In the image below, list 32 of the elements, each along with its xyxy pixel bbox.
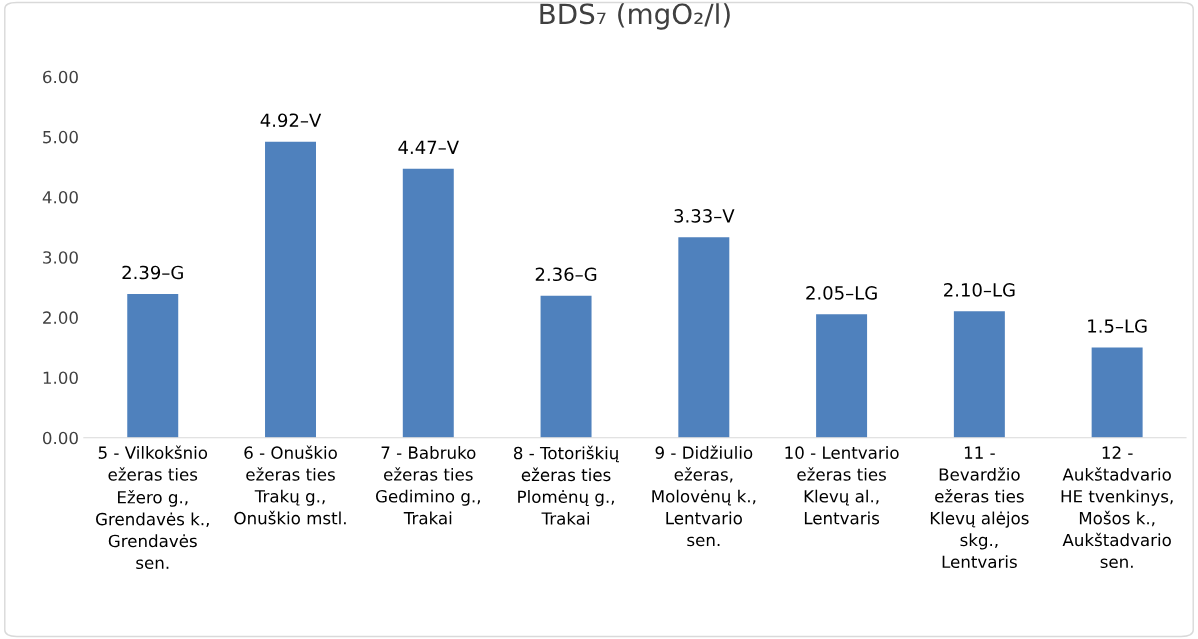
y-tick-label: 3.00 [43, 251, 78, 264]
bar [540, 295, 592, 438]
x-tick-label: 8 - Totoriškių ežeras ties Plomėnų g., Trakai [513, 445, 619, 525]
bar [1091, 347, 1143, 438]
x-tick-label: 12 - Aukštadvario HE tvenkinys, Mošos k., Aukštadvario sen. [1061, 446, 1173, 569]
y-tick-label: 6.00 [43, 70, 78, 84]
y-tick-label: 0.00 [42, 431, 78, 445]
x-tick-label: 7 - Babruko ežeras ties Gedimino g., Trakai [375, 446, 480, 525]
x-tick-label: 10 - Lentvario ežeras ties Klevų al., Lentvaris [785, 446, 899, 525]
x-tick-label: 6 - Onuškio ežeras ties Trakų g., Onuškio mstl. [234, 445, 346, 525]
data-label: 3.33–V [674, 209, 735, 223]
bar [265, 141, 316, 438]
y-tick-label: 1.00 [43, 371, 78, 385]
y-tick-label: 2.00 [43, 311, 78, 324]
x-tick-label: 9 - Didžiulio ežeras, Molovėnų k., Lentvario sen. [652, 445, 756, 547]
bar [678, 237, 730, 438]
data-label: 1.5–LG [1088, 319, 1147, 333]
data-label: 2.39–G [122, 265, 183, 280]
bar [953, 311, 1005, 438]
chart-title: BDS₇ (mgO₂/l) [540, 2, 730, 30]
y-tick-label: 4.00 [42, 190, 78, 204]
bar [816, 314, 868, 438]
data-label: 2.05–LG [806, 286, 877, 300]
data-label: 2.10–LG [944, 283, 1015, 297]
x-tick-label: 11 - Bevardžio ežeras ties Klevų alėjos skg., Lentvaris [930, 446, 1029, 569]
bar [402, 168, 454, 438]
y-tick-label: 5.00 [43, 130, 78, 144]
bar [127, 293, 179, 438]
x-tick-label: 5 - Vilkokšnio ežeras ties Ežero g., Grendavės k., Grendavės sen. [96, 445, 209, 570]
data-label: 2.36–G [535, 267, 597, 282]
data-label: 4.92–V [260, 113, 322, 128]
data-label: 4.47–V [398, 140, 459, 154]
